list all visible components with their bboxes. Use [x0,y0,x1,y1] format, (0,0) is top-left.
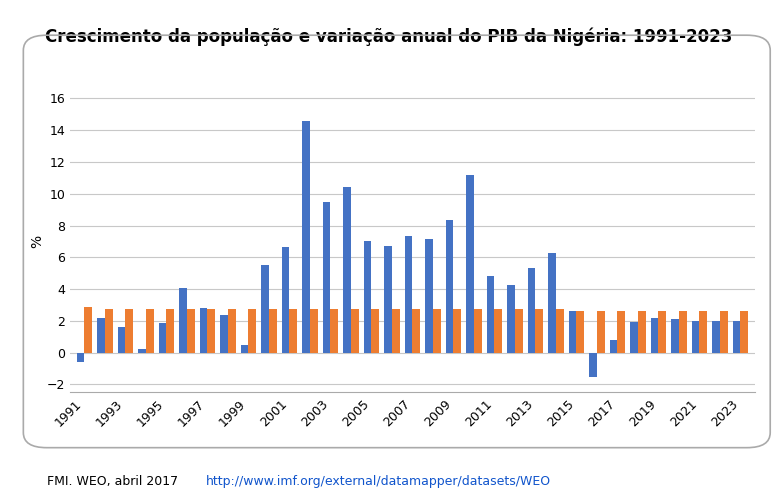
Legend: PIB, População: PIB, População [328,499,496,503]
Bar [507,285,515,353]
Bar [741,310,748,353]
Bar [220,315,228,353]
Bar [289,309,297,353]
Bar [658,310,666,353]
Bar [323,202,331,353]
Bar [446,220,454,353]
Bar [84,307,92,353]
Bar [282,247,289,353]
Bar [208,309,216,353]
Bar [515,309,523,353]
Bar [145,309,153,353]
Text: http://www.imf.org/external/datamapper/datasets/WEO: http://www.imf.org/external/datamapper/d… [205,475,551,488]
Bar [466,175,474,353]
Bar [494,309,502,353]
Bar [76,353,84,362]
Bar [597,310,605,353]
Bar [302,121,310,353]
Bar [240,345,248,353]
Bar [228,309,236,353]
Bar [679,310,687,353]
Y-axis label: %: % [30,235,44,248]
Bar [138,349,145,353]
Bar [371,309,379,353]
Bar [454,309,461,353]
Bar [617,310,625,353]
Bar [650,318,658,353]
Bar [363,241,371,353]
Bar [712,321,720,353]
Bar [351,309,359,353]
Bar [187,309,194,353]
Bar [671,319,679,353]
Bar [117,327,125,353]
Bar [433,309,440,353]
Bar [425,239,433,353]
Bar [248,309,256,353]
Bar [310,309,317,353]
Bar [535,309,543,353]
Bar [105,309,113,353]
Bar [269,309,277,353]
Bar [692,321,699,353]
Bar [384,246,392,353]
Bar [699,310,707,353]
Bar [609,340,617,353]
Bar [200,308,208,353]
Bar [569,311,576,353]
Bar [331,309,338,353]
Bar [166,309,174,353]
Bar [474,309,482,353]
Bar [630,322,638,353]
Bar [343,188,351,353]
Bar [720,310,727,353]
Bar [576,310,584,353]
Text: FMI. WEO, abril 2017: FMI. WEO, abril 2017 [47,475,182,488]
Bar [125,309,133,353]
Bar [589,353,597,377]
Bar [159,323,166,353]
Bar [555,309,563,353]
Bar [179,288,187,353]
Bar [97,318,105,353]
Text: Crescimento da população e variação anual do PIB da Nigéria: 1991-2023: Crescimento da população e variação anua… [45,28,733,46]
Bar [405,236,412,353]
Bar [486,276,494,353]
Bar [548,253,555,353]
Bar [412,309,420,353]
Bar [261,265,269,353]
Bar [733,321,741,353]
Bar [638,310,646,353]
Bar [527,268,535,353]
Bar [392,309,400,353]
